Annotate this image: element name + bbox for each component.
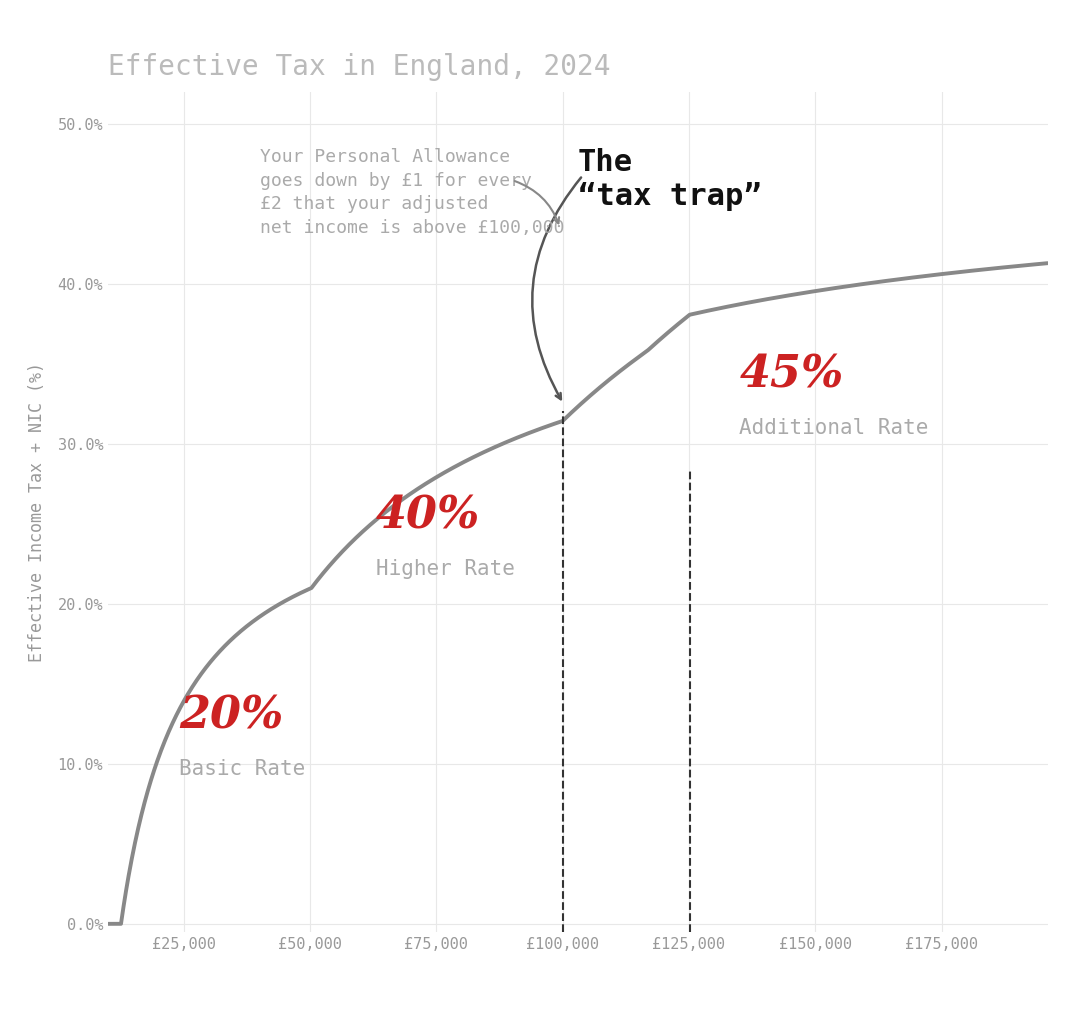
Y-axis label: Effective Income Tax + NIC (%): Effective Income Tax + NIC (%) bbox=[28, 362, 46, 662]
Text: 20%: 20% bbox=[178, 694, 283, 737]
Text: Higher Rate: Higher Rate bbox=[376, 559, 514, 579]
Text: The
“tax trap”: The “tax trap” bbox=[578, 148, 761, 211]
Text: Basic Rate: Basic Rate bbox=[178, 759, 305, 778]
Text: 45%: 45% bbox=[740, 353, 843, 396]
Text: Additional Rate: Additional Rate bbox=[740, 418, 929, 438]
Text: 40%: 40% bbox=[376, 495, 480, 538]
Text: Your Personal Allowance
goes down by £1 for every
£2 that your adjusted
net inco: Your Personal Allowance goes down by £1 … bbox=[259, 148, 564, 237]
Text: Effective Tax in England, 2024: Effective Tax in England, 2024 bbox=[108, 53, 610, 82]
